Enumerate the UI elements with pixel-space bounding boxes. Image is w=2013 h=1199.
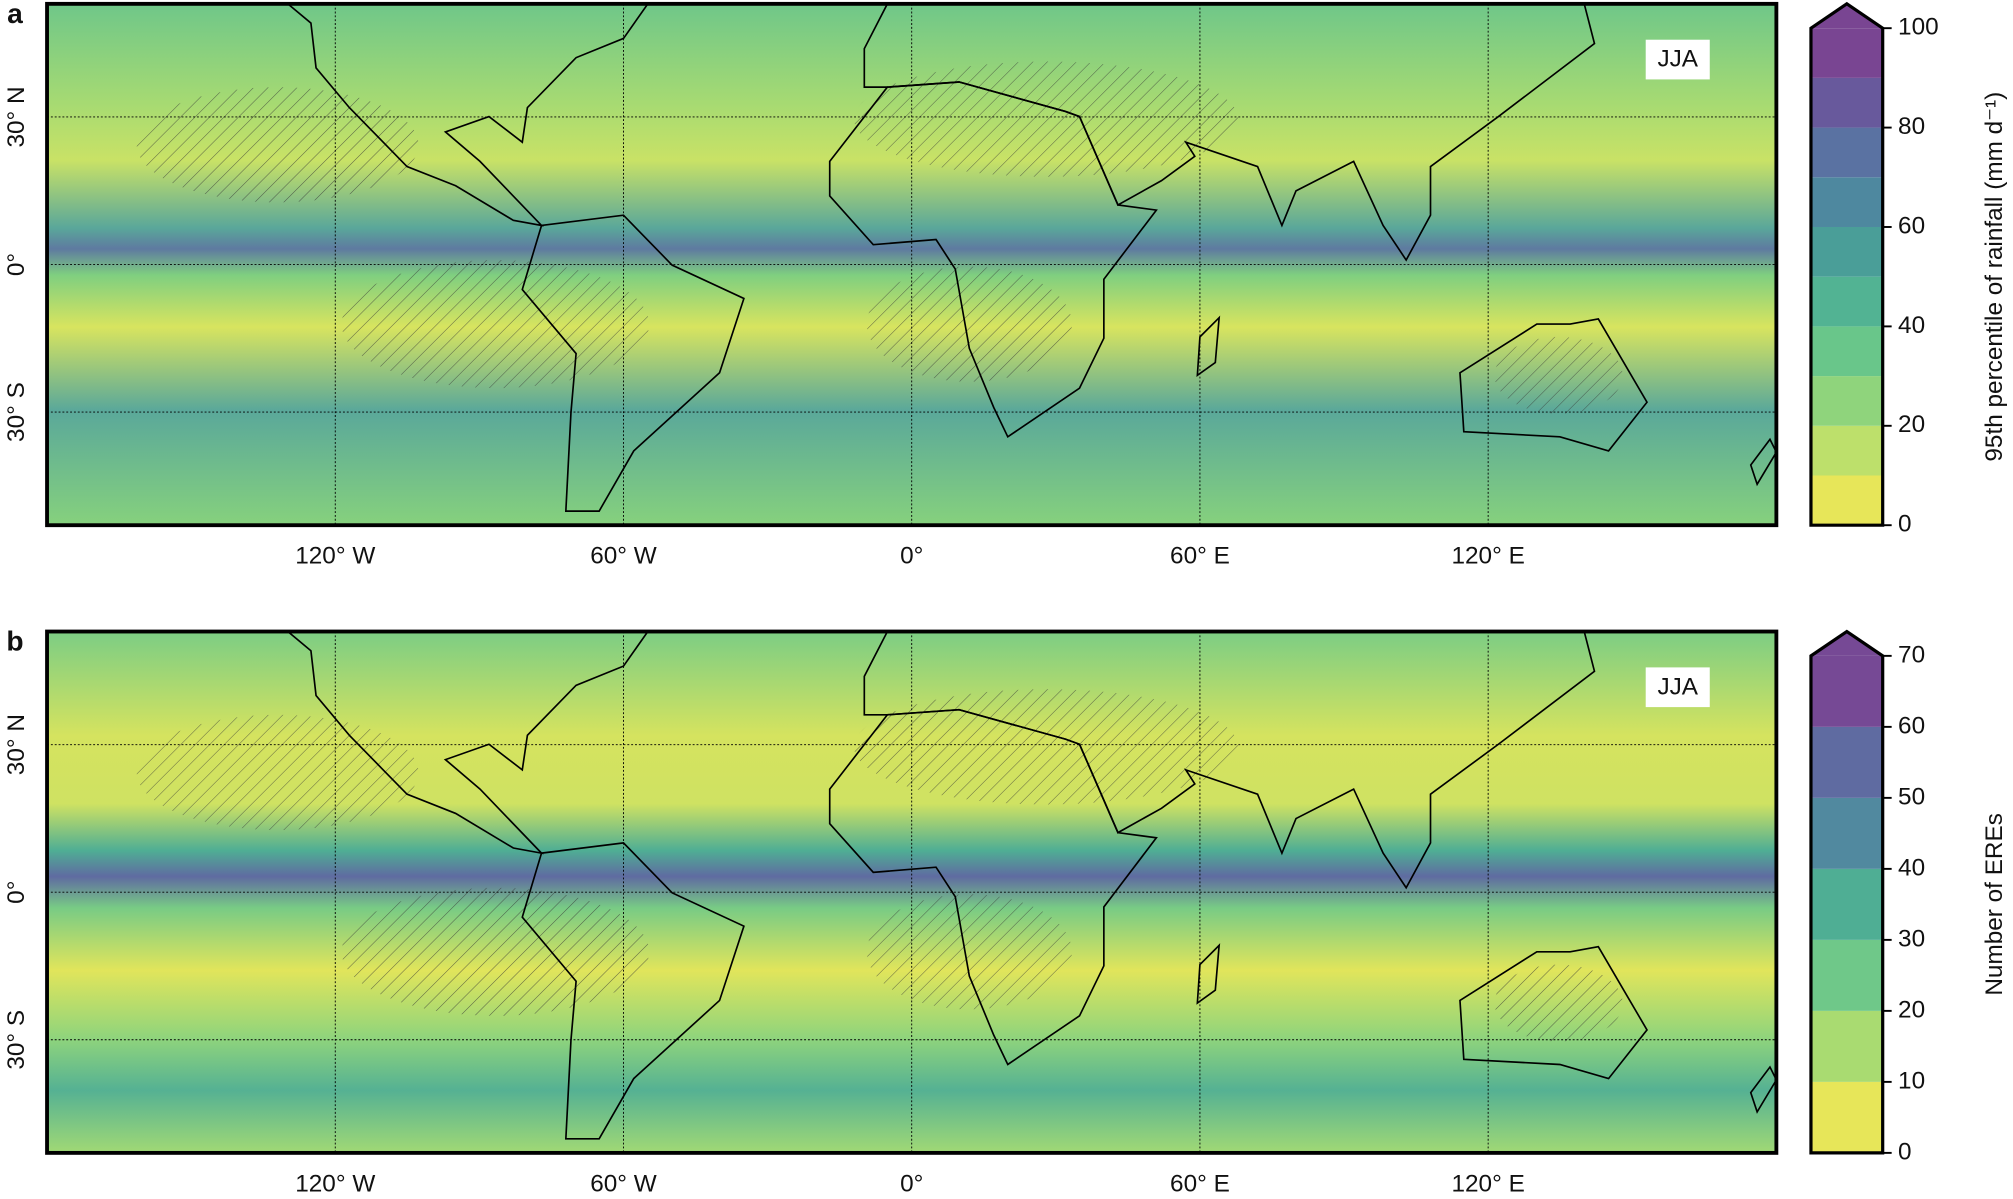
colorbar-tick-label: 30 xyxy=(1898,925,1925,952)
season-label: JJA xyxy=(1657,673,1698,700)
colorbar-tick-label: 40 xyxy=(1898,312,1925,339)
colorbar-band xyxy=(1810,127,1883,178)
colorbar-frame xyxy=(1809,629,1885,1155)
colorbar-title: 95th percentile of rainfall (mm d⁻¹) xyxy=(1981,92,2008,462)
x-tick-label: 120° E xyxy=(1451,543,1524,570)
panel-label: a xyxy=(7,0,23,29)
colorbar-tick-label: 0 xyxy=(1898,511,1912,538)
map-frame xyxy=(45,629,1779,1155)
y-tick-label: 30° S xyxy=(3,1010,30,1070)
colorbar-extend xyxy=(1810,3,1883,29)
colorbar-band xyxy=(1810,1010,1883,1082)
colorbar-band xyxy=(1810,475,1883,526)
colorbar-tick-label: 50 xyxy=(1898,783,1925,810)
colorbar-band xyxy=(1810,28,1883,78)
x-tick-label: 120° E xyxy=(1451,1170,1524,1197)
colorbar-band xyxy=(1810,1081,1883,1153)
colorbar-tick-label: 60 xyxy=(1898,712,1925,739)
colorbar-band xyxy=(1810,77,1883,128)
x-tick-label: 60° W xyxy=(590,543,657,570)
y-tick-label: 0° xyxy=(3,881,30,904)
colorbar-band xyxy=(1810,326,1883,377)
colorbar-tick-label: 20 xyxy=(1898,411,1925,438)
colorbar-tick-label: 70 xyxy=(1898,641,1925,668)
x-tick-label: 120° W xyxy=(295,1170,375,1197)
colorbar-band xyxy=(1810,276,1883,327)
season-label: JJA xyxy=(1657,46,1698,73)
colorbar-band xyxy=(1810,177,1883,227)
colorbar-extend xyxy=(1810,631,1883,656)
colorbar-title: Number of EREs xyxy=(1981,813,2008,996)
x-tick-label: 120° W xyxy=(295,543,375,570)
colorbar-tick-label: 100 xyxy=(1898,14,1939,41)
colorbar-band xyxy=(1810,868,1883,940)
colorbar-tick-label: 20 xyxy=(1898,996,1925,1023)
panel-label: b xyxy=(6,624,23,656)
y-tick-label: 30° N xyxy=(3,714,30,775)
colorbar-tick-label: 60 xyxy=(1898,212,1925,239)
colorbar-band xyxy=(1810,939,1883,1011)
x-tick-label: 60° E xyxy=(1170,1170,1230,1197)
x-tick-label: 60° E xyxy=(1170,543,1230,570)
colorbar-band xyxy=(1810,726,1883,798)
colorbar-frame xyxy=(1809,1,1885,527)
colorbar-band xyxy=(1810,376,1883,426)
x-tick-label: 60° W xyxy=(590,1170,657,1197)
colorbar-tick-label: 10 xyxy=(1898,1067,1925,1094)
y-tick-label: 30° N xyxy=(3,86,30,147)
colorbar-tick-label: 0 xyxy=(1898,1138,1912,1165)
season-box xyxy=(1645,39,1710,80)
x-tick-label: 0° xyxy=(900,1170,923,1197)
y-tick-label: 0° xyxy=(3,253,30,276)
season-box xyxy=(1645,667,1710,708)
colorbar-band xyxy=(1810,797,1883,869)
colorbar-tick-label: 80 xyxy=(1898,113,1925,140)
map-frame xyxy=(45,1,1779,528)
colorbar-band xyxy=(1810,655,1883,727)
x-tick-label: 0° xyxy=(900,543,923,570)
y-tick-label: 30° S xyxy=(3,382,30,442)
colorbar-band xyxy=(1810,226,1883,277)
colorbar-band xyxy=(1810,425,1883,476)
colorbar-tick-label: 40 xyxy=(1898,854,1925,881)
